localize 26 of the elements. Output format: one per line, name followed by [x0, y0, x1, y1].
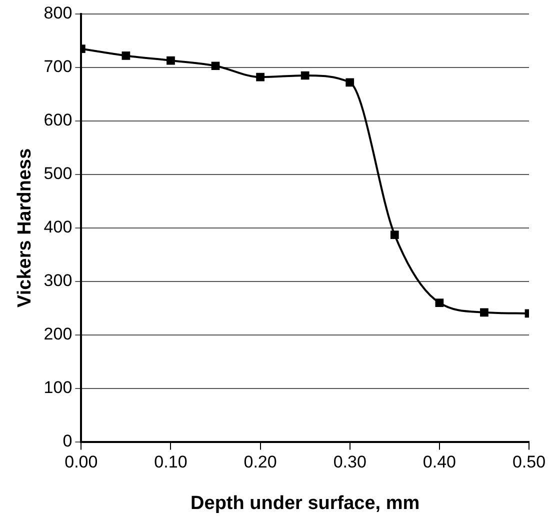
point: [346, 78, 354, 87]
point: [390, 230, 399, 240]
x-tick-label: 0.10: [154, 452, 188, 472]
y-tick-label: 700: [44, 57, 72, 76]
y-tick-label: 800: [44, 4, 72, 23]
y-axis-title: Vickers Hardness: [14, 148, 36, 308]
y-tick-label: 600: [44, 110, 72, 130]
y-tick-label: 300: [44, 271, 72, 290]
point: [300, 71, 310, 80]
point: [480, 308, 488, 317]
x-tick-label: 0.30: [333, 452, 366, 472]
y-tick-label: 500: [44, 164, 72, 184]
x-tick-label: 0.00: [64, 452, 98, 472]
x-tick-label: 0.50: [512, 452, 546, 472]
x-tick-label: 0.40: [422, 452, 456, 472]
y-tick-label: 200: [44, 324, 72, 344]
x-tick-label: 0.20: [244, 452, 277, 472]
point: [256, 72, 264, 82]
y-tick-label: 100: [44, 378, 72, 398]
point: [166, 56, 175, 65]
point: [211, 62, 220, 70]
y-tick-label: 0: [62, 431, 72, 450]
point: [122, 52, 130, 60]
point: [435, 298, 444, 307]
y-tick-label: 400: [44, 218, 72, 237]
x-axis-title: Depth under surface, mm: [190, 492, 420, 514]
